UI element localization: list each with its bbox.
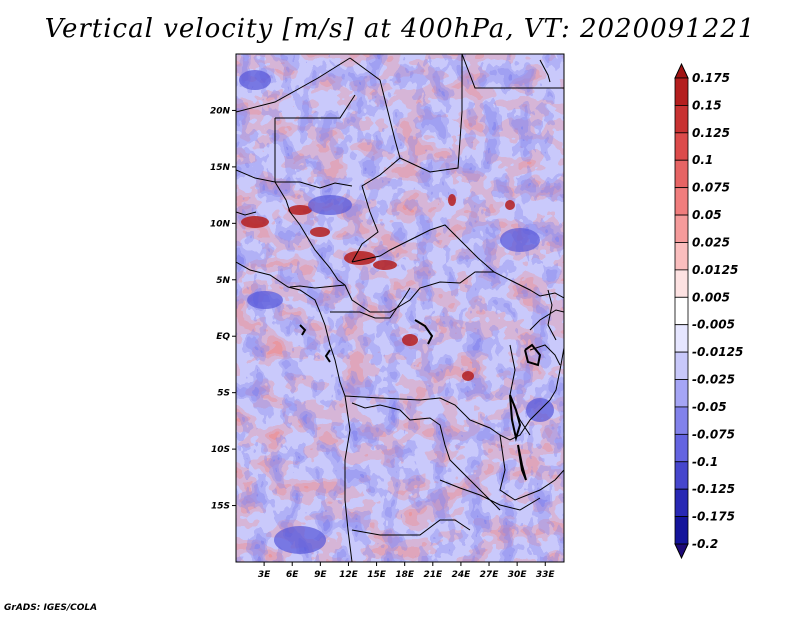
lon-tick-label: 33E <box>536 570 556 580</box>
map-frame <box>235 53 565 563</box>
colorbar-bin <box>674 132 689 161</box>
lon-tick-label: 15E <box>367 570 387 580</box>
colorbar-bin <box>674 296 689 326</box>
colorbar-level-label: 0.175 <box>692 71 730 85</box>
lon-tick-label: 3E <box>258 570 271 580</box>
lat-tick-label: 15N <box>210 163 231 173</box>
lon-tick-label: 24E <box>452 570 472 580</box>
lat-tick-label: 5S <box>217 389 230 399</box>
lat-tick-label: 10N <box>210 219 231 229</box>
lon-tick-label: 21E <box>423 570 443 580</box>
colorbar-level-label: -0.175 <box>692 510 735 524</box>
colorbar-level-label: 0.05 <box>692 208 722 222</box>
colorbar-bin <box>674 242 689 271</box>
colorbar: 0.175 0.15 0.125 0.1 0.075 0.05 0.025 0.0125 0.0… <box>674 62 743 560</box>
colorbar-level-label: -0.075 <box>692 427 735 441</box>
lon-tick-label: 9E <box>314 570 327 580</box>
velocity-field <box>236 54 564 562</box>
strong-updraft-cells <box>241 194 515 381</box>
colorbar-bottom-extension <box>674 543 689 560</box>
colorbar-level-label: -0.125 <box>692 482 735 496</box>
colorbar-level-label: -0.1 <box>692 455 718 469</box>
colorbar-level-label: 0.005 <box>692 290 730 304</box>
colorbar-bin <box>674 379 689 408</box>
chart-title: Vertical velocity [m/s] at 400hPa, VT: 2… <box>44 14 756 44</box>
colorbar-level-label: 0.1 <box>692 153 713 167</box>
colorbar-level-label: 0.125 <box>692 126 730 140</box>
colorbar-bin <box>674 351 689 380</box>
colorbar-level-label: -0.05 <box>692 400 727 414</box>
colorbar-level-label: -0.005 <box>692 318 735 332</box>
colorbar-bin <box>674 433 689 463</box>
colorbar-level-label: 0.075 <box>692 181 730 195</box>
longitude-axis: 3E 6E 9E 12E 15E 18E 21E 24E 27E 30E 33E <box>258 562 556 580</box>
strong-downdraft-cells <box>239 70 554 554</box>
colorbar-top-extension <box>674 62 689 79</box>
colorbar-bin <box>674 406 689 435</box>
lon-tick-label: 27E <box>480 570 500 580</box>
latitude-axis: 20N 15N 10N 5N EQ 5S 10S 15S <box>210 106 236 512</box>
lat-tick-label: 5N <box>216 276 230 286</box>
lat-tick-label: EQ <box>216 332 230 342</box>
lat-tick-label: 15S <box>211 502 230 512</box>
lon-tick-label: 6E <box>286 570 299 580</box>
lon-tick-label: 12E <box>339 570 359 580</box>
colorbar-bin <box>674 214 689 243</box>
colorbar-bin <box>674 187 689 216</box>
colorbar-level-label: -0.2 <box>692 537 718 551</box>
lake-outlines <box>299 319 542 481</box>
lat-tick-label: 20N <box>210 106 231 116</box>
colorbar-bin <box>674 269 689 298</box>
lat-tick-label: 10S <box>211 445 230 455</box>
colorbar-bin <box>674 77 689 106</box>
colorbar-bin <box>674 105 689 134</box>
colorbar-bin <box>674 461 689 490</box>
grads-credit: GrADS: IGES/COLA <box>4 603 98 613</box>
colorbar-bin <box>674 516 689 545</box>
colorbar-level-label: -0.0125 <box>692 345 743 359</box>
colorbar-bin <box>674 324 689 353</box>
colorbar-bin <box>674 159 689 189</box>
colorbar-bin <box>674 488 689 517</box>
colorbar-level-label: 0.0125 <box>692 263 738 277</box>
colorbar-level-label: -0.025 <box>692 373 735 387</box>
lon-tick-label: 18E <box>395 570 415 580</box>
country-borders <box>236 54 564 562</box>
colorbar-level-label: 0.15 <box>692 98 722 112</box>
lon-tick-label: 30E <box>508 570 528 580</box>
colorbar-level-label: 0.025 <box>692 235 730 249</box>
